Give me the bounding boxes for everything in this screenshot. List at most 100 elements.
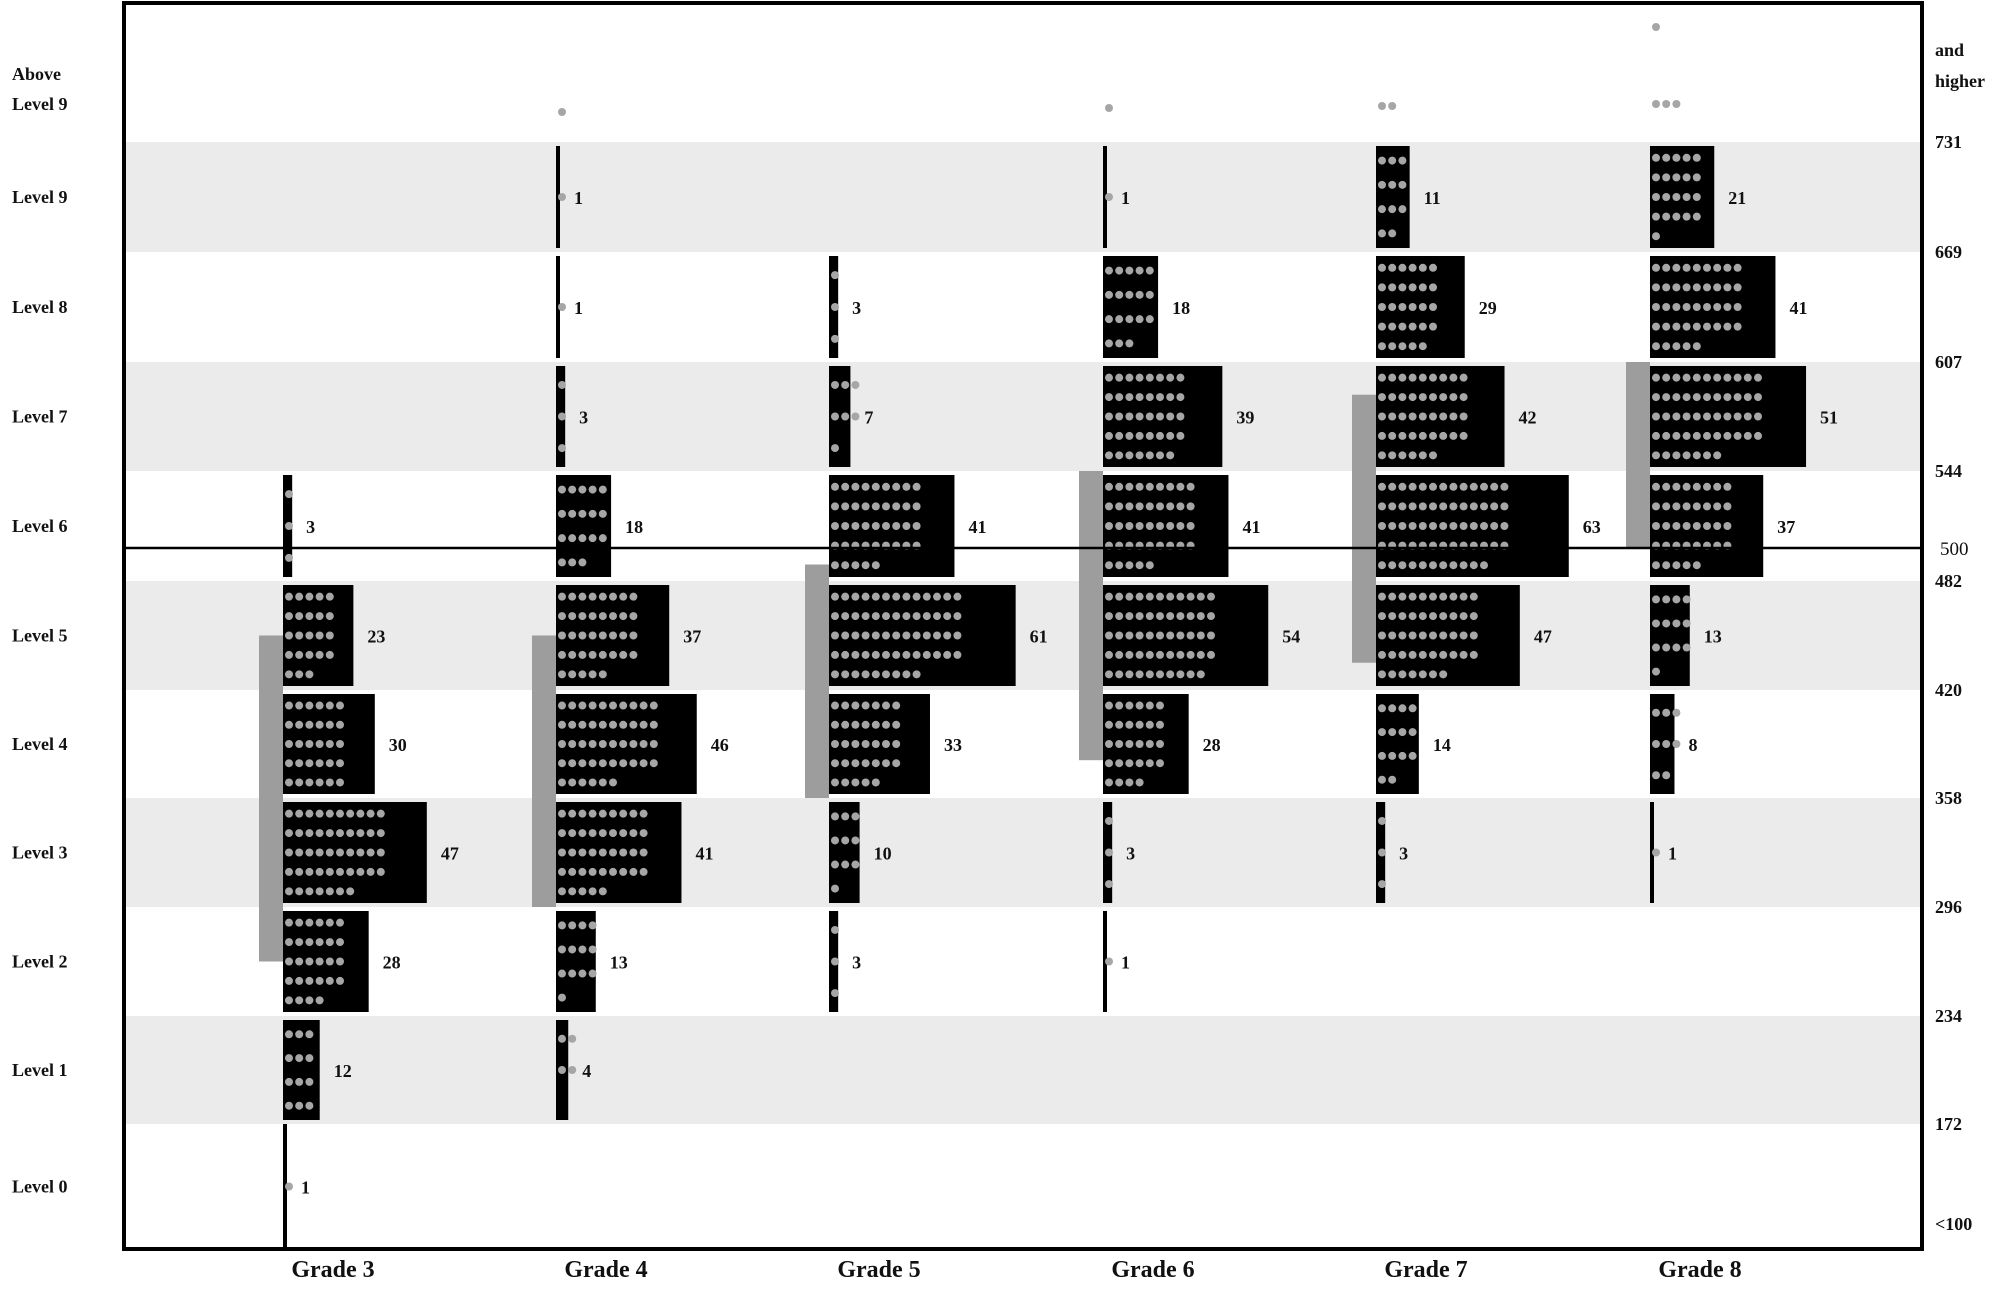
student-dot: [1672, 502, 1681, 511]
student-dot: [598, 887, 607, 896]
student-dot: [346, 887, 355, 896]
student-dot: [1388, 592, 1397, 601]
student-dot: [1398, 156, 1407, 165]
student-dot: [1692, 502, 1701, 511]
student-dot: [1672, 263, 1681, 272]
student-dot: [1145, 740, 1154, 748]
student-dot: [1682, 561, 1691, 570]
student-dot: [1459, 650, 1468, 659]
grade-5-bar-level-7: [829, 366, 851, 467]
student-dot: [619, 867, 628, 876]
grade-4-range-bar: [532, 635, 556, 907]
student-dot: [841, 650, 850, 659]
student-dot: [558, 887, 566, 896]
student-dot: [861, 759, 870, 768]
student-dot: [558, 921, 566, 930]
student-dot: [1429, 482, 1437, 491]
scale-axis-labels: <100 172 234 296 358 420 482 544 607 669 731 and hig…: [1935, 40, 1985, 1234]
student-dot: [285, 740, 293, 748]
student-dot: [295, 976, 304, 985]
student-dot: [325, 650, 334, 659]
grade-3-range-bar: [259, 635, 283, 962]
student-dot: [1733, 263, 1742, 272]
student-dot: [1388, 303, 1397, 311]
student-dot: [305, 701, 314, 710]
student-dot: [285, 976, 293, 985]
student-dot: [871, 482, 880, 491]
student-dot: [1398, 263, 1407, 272]
student-dot: [1166, 412, 1175, 421]
student-dot: [315, 976, 324, 985]
student-dot: [1662, 263, 1671, 272]
student-dot: [1682, 263, 1691, 272]
student-dot: [1408, 263, 1417, 272]
student-dot: [1156, 592, 1164, 601]
student-dot: [1459, 561, 1468, 570]
student-dot: [1398, 482, 1407, 491]
student-dot: [1692, 431, 1701, 440]
student-dot: [1156, 482, 1164, 491]
student-dot: [285, 848, 293, 857]
student-dot: [1408, 592, 1417, 601]
level-axis-labels: Level 0 Level 1 Level 2 Level 3 Level 4 Level…: [12, 64, 68, 1197]
student-dot: [1408, 412, 1417, 421]
student-dot: [305, 592, 314, 601]
grade-5-range-bar: [805, 564, 829, 798]
student-dot: [1429, 263, 1437, 272]
grade-8-count-level-9: 21: [1728, 188, 1746, 208]
student-dot: [922, 650, 931, 659]
student-dot: [1388, 670, 1397, 679]
student-dot: [305, 778, 314, 787]
student-dot: [1145, 561, 1154, 570]
student-dot: [1145, 266, 1154, 275]
student-dot: [1125, 740, 1134, 748]
student-dot: [1652, 848, 1660, 857]
student-dot: [1692, 173, 1701, 182]
student-dot: [1652, 322, 1660, 331]
student-dot: [1398, 728, 1407, 737]
student-dot: [1135, 612, 1144, 621]
student-dot: [1166, 592, 1175, 601]
student-dot: [851, 759, 860, 768]
student-dot: [1469, 592, 1478, 601]
student-dot: [305, 612, 314, 621]
student-dot: [1145, 412, 1154, 421]
student-dot: [912, 522, 921, 530]
student-dot: [356, 809, 365, 818]
student-dot: [1459, 631, 1468, 640]
student-dot: [558, 380, 566, 389]
student-dot: [892, 612, 901, 621]
student-dot: [1429, 502, 1437, 511]
grade-3-count-level-1: 12: [334, 1061, 352, 1081]
student-dot: [953, 650, 962, 659]
student-dot: [588, 631, 597, 640]
student-dot: [1166, 522, 1175, 530]
student-dot: [1125, 412, 1134, 421]
student-dot: [1105, 816, 1113, 825]
student-dot: [1703, 393, 1711, 402]
student-dot: [1733, 431, 1742, 440]
grade-8-bar-level-9: [1650, 146, 1715, 248]
student-dot: [1388, 431, 1397, 440]
student-dot: [578, 969, 587, 978]
student-dot: [558, 759, 566, 768]
student-dot: [831, 701, 839, 710]
student-dot: [871, 522, 880, 530]
student-dot: [305, 957, 314, 966]
student-dot: [578, 485, 587, 494]
student-dot: [1125, 315, 1134, 324]
student-dot: [1125, 502, 1134, 511]
student-dot: [346, 848, 355, 857]
student-dot: [1125, 482, 1134, 491]
student-dot: [1439, 522, 1448, 530]
student-dot: [1754, 431, 1762, 440]
student-dot: [578, 631, 587, 640]
student-dot: [285, 720, 293, 729]
student-dot: [1652, 502, 1660, 511]
student-dot: [1378, 283, 1386, 292]
grade-4-count-level-7: 3: [579, 408, 588, 428]
student-dot: [285, 631, 293, 640]
student-dot: [1672, 342, 1681, 351]
band-level-5: [126, 581, 1920, 690]
student-dot: [851, 412, 860, 421]
